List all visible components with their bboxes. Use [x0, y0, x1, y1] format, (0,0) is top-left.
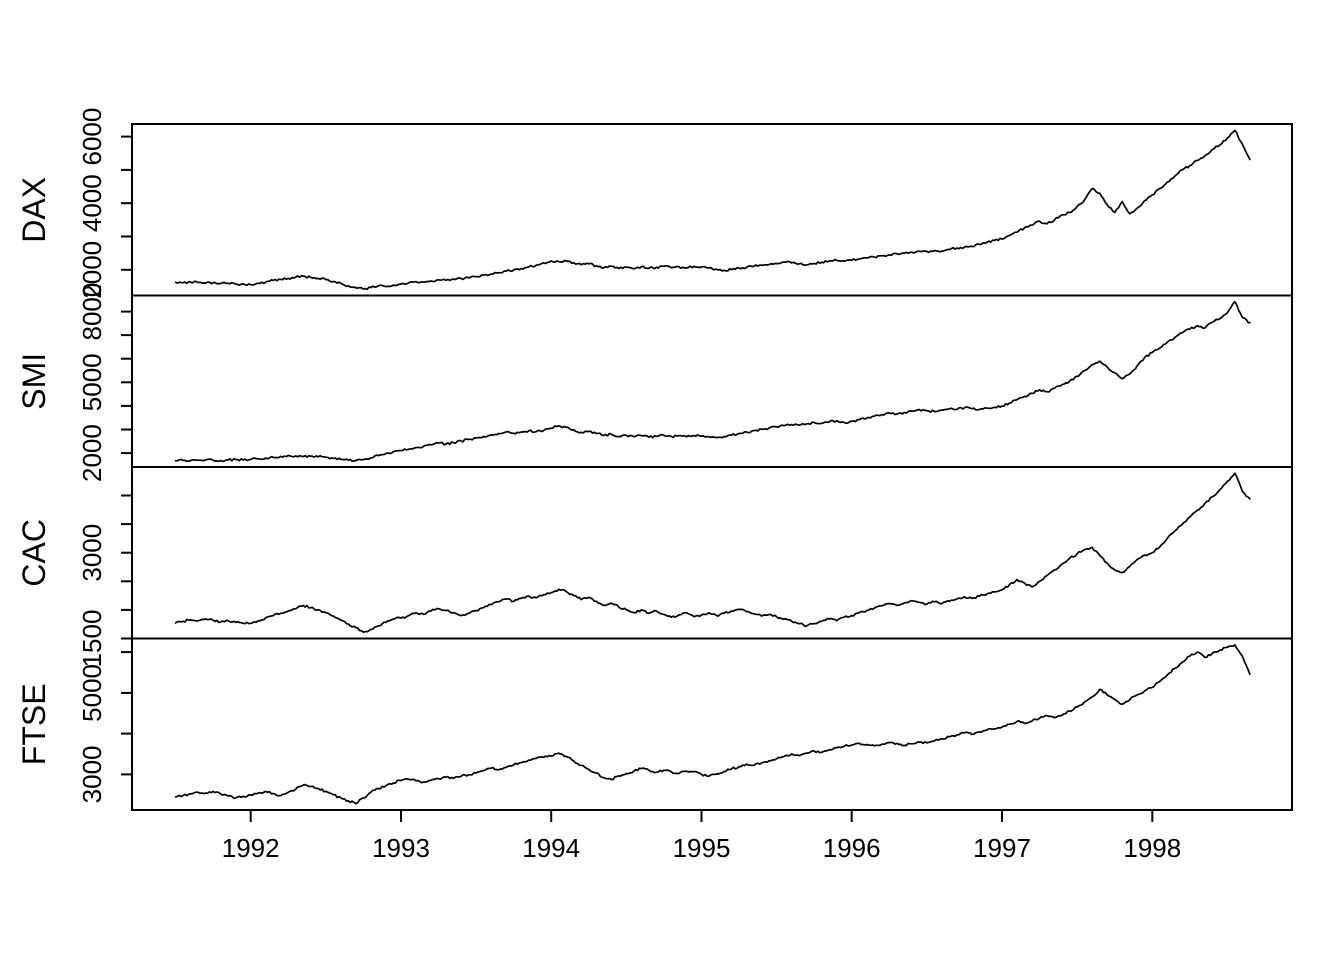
panel-label-smi: SMI	[16, 353, 52, 410]
panel-label-cac: CAC	[16, 519, 52, 587]
y-tick-label-dax-2000: 2000	[77, 241, 107, 299]
x-tick-label-1992: 1992	[222, 833, 280, 863]
y-tick-label-cac-1500: 1500	[77, 610, 107, 668]
x-tick-label-1997: 1997	[973, 833, 1031, 863]
panel-label-ftse: FTSE	[16, 683, 52, 765]
series-path-smi	[174, 300, 1251, 463]
series-path-ftse	[174, 644, 1251, 805]
series-path-cac	[174, 472, 1251, 634]
y-tick-label-ftse-5000: 5000	[77, 664, 107, 722]
panel-label-dax: DAX	[16, 177, 52, 243]
x-tick-label-1995: 1995	[673, 833, 731, 863]
plot-border	[131, 123, 1293, 811]
y-tick-label-smi-2000: 2000	[77, 424, 107, 482]
x-tick-label-1993: 1993	[372, 833, 430, 863]
y-tick-label-smi-8000: 8000	[77, 283, 107, 341]
x-tick-label-1998: 1998	[1123, 833, 1181, 863]
y-tick-label-cac-3000: 3000	[77, 524, 107, 582]
x-tick-label-1994: 1994	[522, 833, 580, 863]
y-tick-label-dax-4000: 4000	[77, 174, 107, 232]
x-tick-label-1996: 1996	[823, 833, 881, 863]
y-tick-label-ftse-3000: 3000	[77, 745, 107, 803]
y-tick-label-dax-6000: 6000	[77, 108, 107, 166]
y-tick-label-smi-5000: 5000	[77, 353, 107, 411]
series-path-dax	[174, 129, 1251, 291]
